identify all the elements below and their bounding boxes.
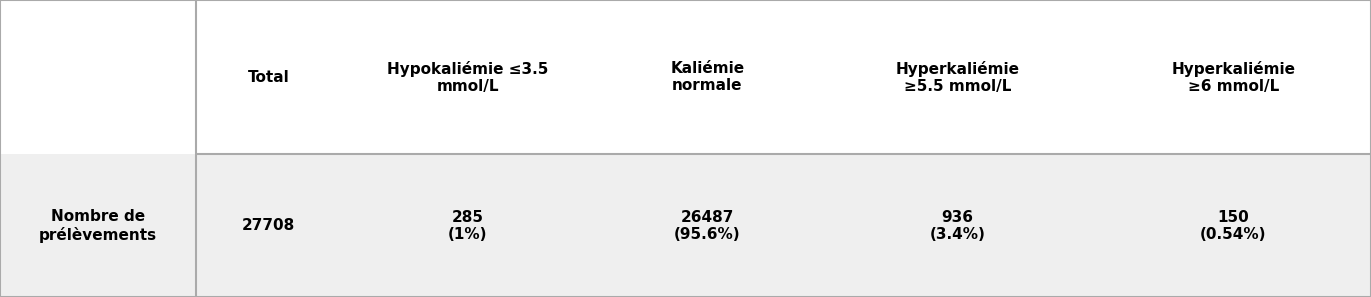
Text: 26487
(95.6%): 26487 (95.6%) — [675, 209, 740, 242]
Text: Hyperkaliémie
≥5.5 mmol/L: Hyperkaliémie ≥5.5 mmol/L — [895, 61, 1020, 94]
Text: Hyperkaliémie
≥6 mmol/L: Hyperkaliémie ≥6 mmol/L — [1171, 61, 1296, 94]
Bar — [0, 154, 1371, 297]
Text: Nombre de
prélèvements: Nombre de prélèvements — [38, 209, 158, 243]
Text: 285
(1%): 285 (1%) — [448, 209, 488, 242]
Text: Hypokaliémie ≤3.5
mmol/L: Hypokaliémie ≤3.5 mmol/L — [387, 61, 548, 94]
Text: 936
(3.4%): 936 (3.4%) — [930, 209, 986, 242]
Text: Kaliémie
normale: Kaliémie normale — [670, 61, 744, 94]
Text: 27708: 27708 — [241, 218, 295, 233]
Bar — [0, 0, 1371, 154]
Text: Total: Total — [248, 70, 289, 85]
Text: 150
(0.54%): 150 (0.54%) — [1200, 209, 1267, 242]
